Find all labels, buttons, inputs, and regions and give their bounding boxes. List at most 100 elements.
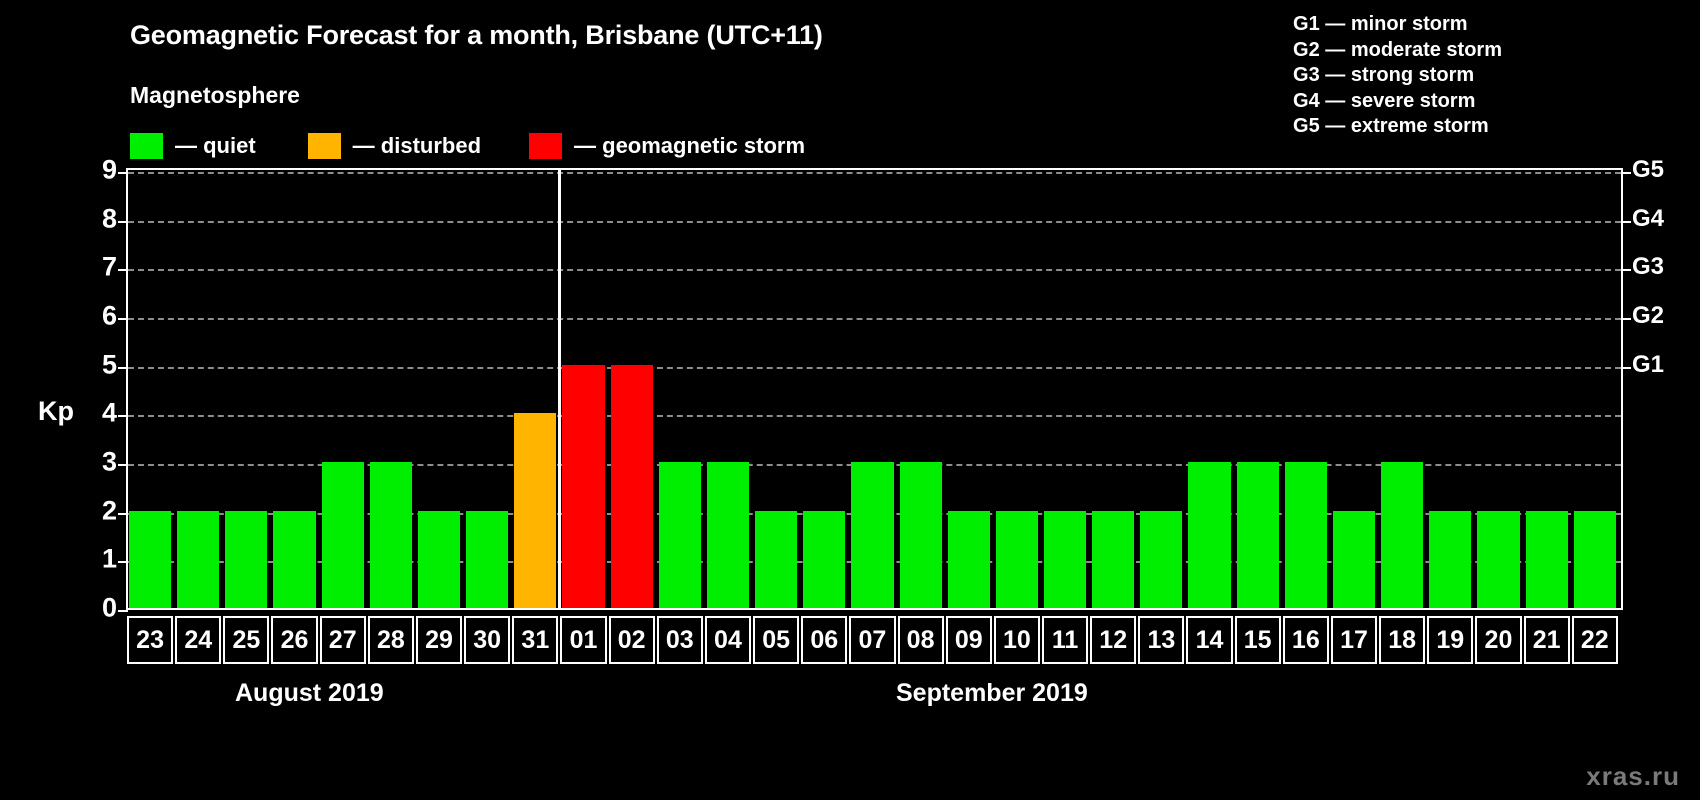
bar-slot[interactable] — [1041, 170, 1089, 608]
bar-day-11[interactable] — [1043, 510, 1087, 608]
y-axis-label-4: 4 — [101, 397, 117, 428]
bar-day-21[interactable] — [1525, 510, 1568, 608]
day-label-11[interactable]: 11 — [1041, 616, 1089, 664]
bar-day-09[interactable] — [947, 510, 990, 608]
day-label-27[interactable]: 27 — [319, 616, 366, 664]
day-label-06[interactable]: 06 — [801, 616, 848, 664]
bar-slot[interactable] — [993, 170, 1041, 608]
day-label-10[interactable]: 10 — [993, 616, 1040, 664]
bar-slot[interactable] — [1234, 170, 1282, 608]
bar-day-18[interactable] — [1381, 462, 1424, 608]
day-label-24[interactable]: 24 — [175, 616, 222, 664]
y-axis-title: Kp — [38, 396, 74, 426]
bar-day-16[interactable] — [1284, 462, 1327, 608]
g-tick-g4 — [1621, 220, 1631, 223]
day-label-18[interactable]: 18 — [1379, 616, 1426, 664]
bar-slot[interactable] — [1426, 170, 1474, 608]
day-label-31[interactable]: 31 — [512, 616, 559, 664]
bar-day-06[interactable] — [803, 510, 846, 608]
g-axis-label-g2: G2 — [1632, 302, 1665, 329]
bar-day-25[interactable] — [225, 510, 268, 608]
bar-slot[interactable] — [1474, 170, 1522, 608]
bar-slot[interactable] — [1330, 170, 1378, 608]
y-tick-6 — [118, 318, 128, 320]
bar-day-22[interactable] — [1573, 510, 1616, 608]
day-label-20[interactable]: 20 — [1475, 616, 1522, 664]
bar-slot[interactable] — [945, 170, 993, 608]
bar-day-08[interactable] — [899, 462, 942, 608]
day-label-30[interactable]: 30 — [464, 616, 511, 664]
gridline-kp-8 — [128, 220, 1621, 223]
bar-slot[interactable] — [1185, 170, 1233, 608]
day-label-02[interactable]: 02 — [608, 616, 655, 664]
bar-slot[interactable] — [1137, 170, 1185, 608]
bar-slot[interactable] — [897, 170, 945, 608]
bar-slot[interactable] — [367, 170, 415, 608]
day-label-08[interactable]: 08 — [897, 616, 944, 664]
day-label-29[interactable]: 29 — [415, 616, 463, 664]
bar-day-24[interactable] — [177, 510, 220, 608]
day-label-21[interactable]: 21 — [1523, 616, 1570, 664]
bar-slot[interactable] — [319, 170, 367, 608]
gridline-kp-6 — [128, 318, 1621, 320]
bar-day-19[interactable] — [1429, 510, 1472, 608]
bar-day-12[interactable] — [1092, 510, 1135, 608]
bar-slot[interactable] — [752, 170, 800, 608]
day-label-13[interactable]: 13 — [1138, 616, 1185, 664]
day-label-26[interactable]: 26 — [271, 616, 318, 664]
bar-slot[interactable] — [800, 170, 848, 608]
day-label-07[interactable]: 07 — [849, 616, 896, 664]
day-label-04[interactable]: 04 — [704, 616, 752, 664]
bar-slot[interactable] — [270, 170, 318, 608]
bar-day-14[interactable] — [1188, 462, 1231, 608]
bar-day-05[interactable] — [755, 510, 798, 608]
bar-day-03[interactable] — [658, 462, 701, 608]
bar-day-02[interactable] — [610, 364, 653, 608]
bar-slot[interactable] — [1282, 170, 1330, 608]
bar-slot[interactable] — [415, 170, 463, 608]
bar-day-27[interactable] — [321, 462, 364, 608]
bar-slot[interactable] — [704, 170, 752, 608]
bar-day-10[interactable] — [995, 510, 1038, 608]
bar-slot[interactable] — [559, 170, 607, 608]
day-label-28[interactable]: 28 — [367, 616, 414, 664]
bar-slot[interactable] — [848, 170, 896, 608]
bar-slot[interactable] — [511, 170, 559, 608]
bar-slot[interactable] — [126, 170, 174, 608]
day-label-09[interactable]: 09 — [945, 616, 992, 664]
bar-day-23[interactable] — [129, 510, 172, 608]
bar-slot[interactable] — [463, 170, 511, 608]
bar-day-17[interactable] — [1332, 510, 1376, 608]
day-label-01[interactable]: 01 — [560, 616, 607, 664]
bar-day-13[interactable] — [1140, 510, 1183, 608]
day-label-03[interactable]: 03 — [656, 616, 703, 664]
bar-day-15[interactable] — [1236, 462, 1279, 608]
bar-slot[interactable] — [1089, 170, 1137, 608]
bar-day-04[interactable] — [706, 462, 750, 608]
bar-day-07[interactable] — [851, 462, 894, 608]
day-label-23[interactable]: 23 — [127, 616, 174, 664]
bar-day-01[interactable] — [562, 364, 605, 608]
bar-day-30[interactable] — [466, 510, 509, 608]
day-label-14[interactable]: 14 — [1186, 616, 1233, 664]
bar-day-26[interactable] — [273, 510, 316, 608]
bar-day-20[interactable] — [1477, 510, 1520, 608]
bar-slot[interactable] — [656, 170, 704, 608]
day-label-25[interactable]: 25 — [223, 616, 270, 664]
bar-slot[interactable] — [608, 170, 656, 608]
bar-day-31[interactable] — [514, 413, 557, 608]
day-label-05[interactable]: 05 — [753, 616, 800, 664]
day-label-15[interactable]: 15 — [1234, 616, 1281, 664]
bar-day-28[interactable] — [369, 462, 412, 608]
day-label-22[interactable]: 22 — [1571, 616, 1618, 664]
bar-slot[interactable] — [1523, 170, 1571, 608]
day-label-19[interactable]: 19 — [1427, 616, 1474, 664]
day-label-12[interactable]: 12 — [1090, 616, 1137, 664]
day-label-17[interactable]: 17 — [1330, 616, 1378, 664]
bar-slot[interactable] — [1571, 170, 1619, 608]
bar-slot[interactable] — [174, 170, 222, 608]
bar-slot[interactable] — [1378, 170, 1426, 608]
bar-day-29[interactable] — [417, 510, 461, 608]
bar-slot[interactable] — [222, 170, 270, 608]
day-label-16[interactable]: 16 — [1282, 616, 1329, 664]
